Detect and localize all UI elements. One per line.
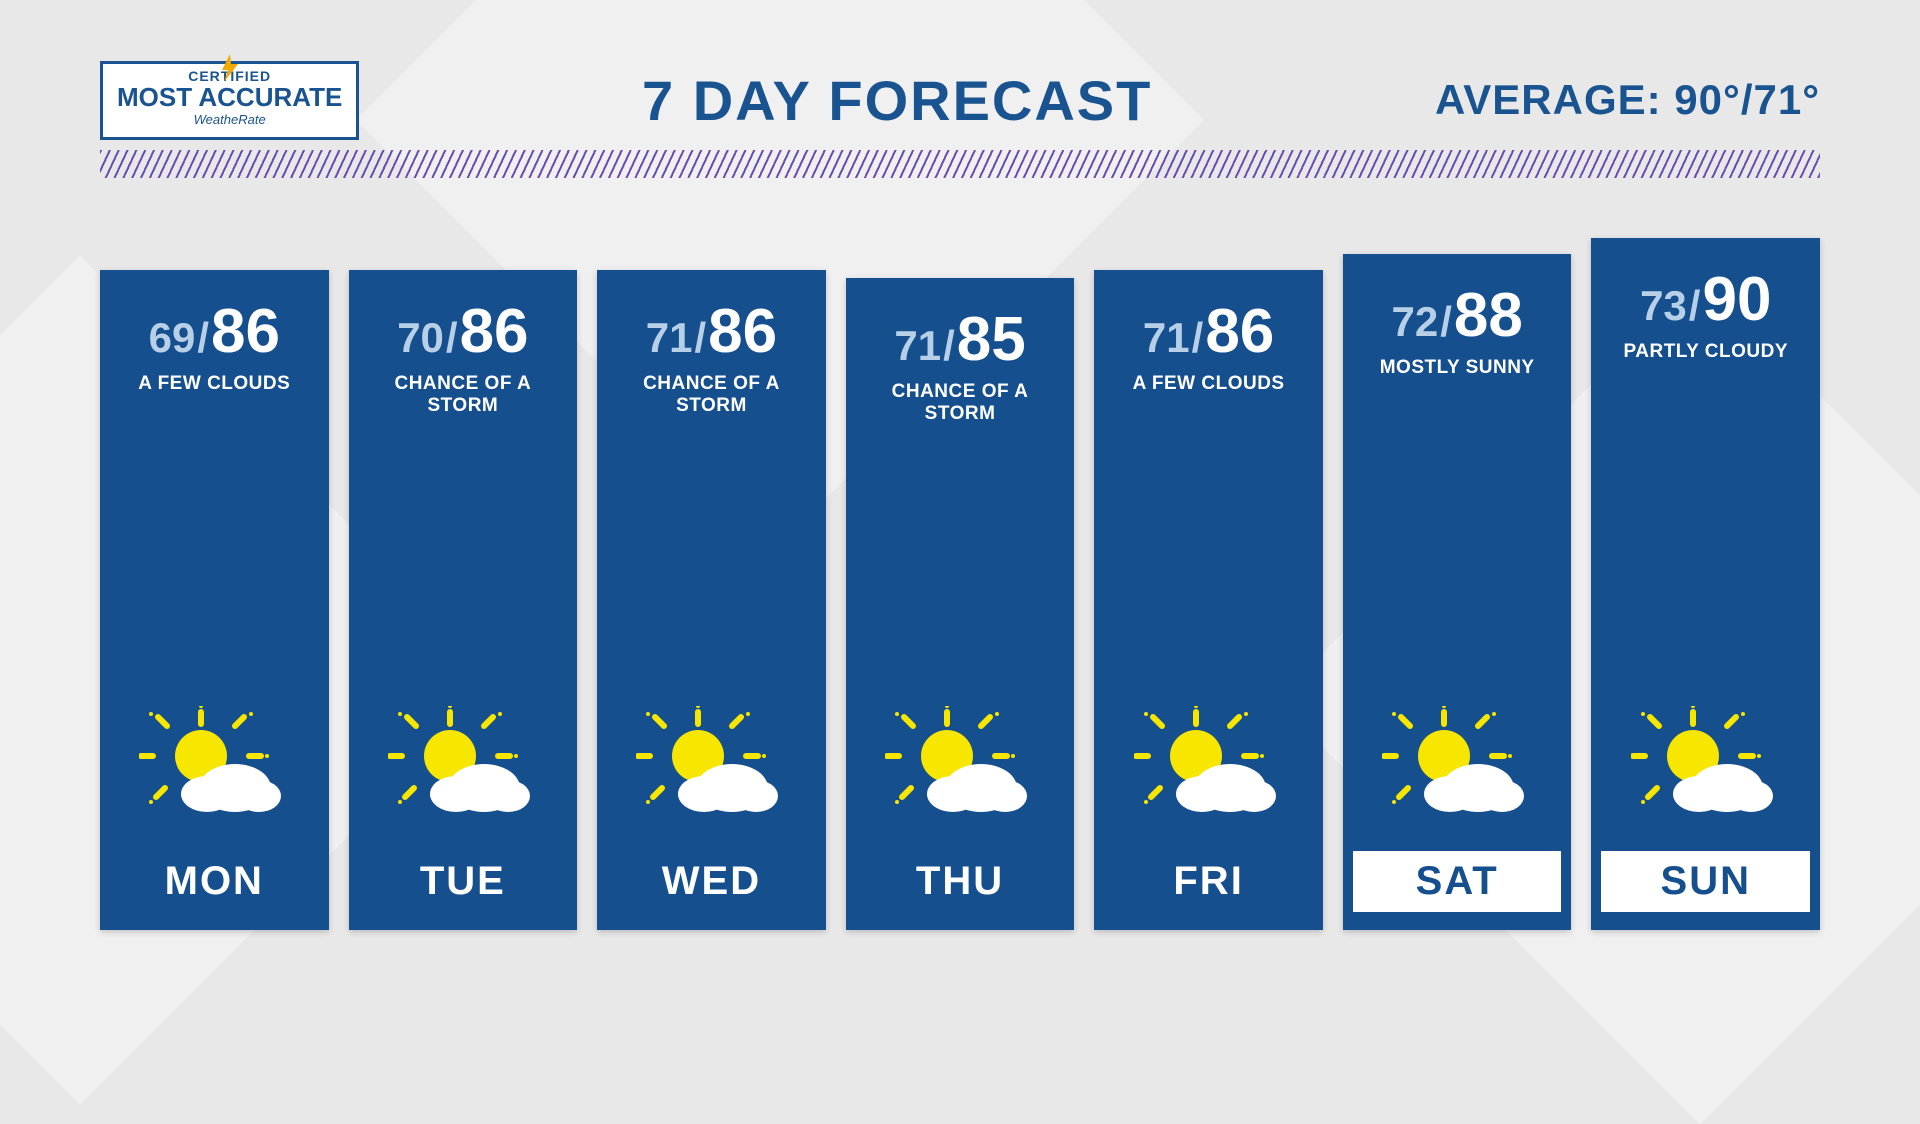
- weather-icon: [636, 706, 786, 831]
- forecast-card: 70 / 86 CHANCE OF A STORM TUE: [349, 270, 578, 930]
- low-temp: 73: [1640, 282, 1687, 330]
- day-label: SUN: [1601, 851, 1810, 912]
- weather-icon: [388, 706, 538, 831]
- temp-pair: 73 / 90: [1640, 264, 1771, 335]
- header-divider-hatch: [100, 150, 1820, 178]
- partly-cloudy-icon: [388, 706, 538, 826]
- condition-label: PARTLY CLOUDY: [1624, 341, 1789, 363]
- day-label: WED: [607, 851, 816, 912]
- day-label: THU: [856, 851, 1065, 912]
- average-high: 90°: [1674, 76, 1741, 123]
- partly-cloudy-icon: [885, 706, 1035, 826]
- forecast-card: 69 / 86 A FEW CLOUDS MON: [100, 270, 329, 930]
- low-temp: 71: [1143, 314, 1190, 362]
- low-temp: 71: [894, 322, 941, 370]
- high-temp: 86: [460, 296, 529, 367]
- condition-label: A FEW CLOUDS: [138, 373, 290, 395]
- forecast-card: 73 / 90 PARTLY CLOUDY SUN: [1591, 238, 1820, 930]
- temp-slash: /: [1440, 298, 1452, 346]
- partly-cloudy-icon: [1134, 706, 1284, 826]
- day-label: FRI: [1104, 851, 1313, 912]
- weather-icon: [139, 706, 289, 831]
- day-label: SAT: [1353, 851, 1562, 912]
- temp-pair: 71 / 86: [1143, 296, 1274, 367]
- header: CERTIFIED MOST ACCURATE WeatheRate 7 DAY…: [100, 60, 1820, 140]
- condition-label: MOSTLY SUNNY: [1380, 357, 1535, 379]
- partly-cloudy-icon: [636, 706, 786, 826]
- temp-pair: 72 / 88: [1392, 280, 1523, 351]
- low-temp: 72: [1392, 298, 1439, 346]
- temp-pair: 71 / 86: [646, 296, 777, 367]
- temp-slash: /: [446, 314, 458, 362]
- forecast-title: 7 DAY FORECAST: [359, 68, 1435, 133]
- temp-pair: 69 / 86: [149, 296, 280, 367]
- forecast-card-row: 69 / 86 A FEW CLOUDS MON: [100, 238, 1820, 930]
- accuracy-badge: CERTIFIED MOST ACCURATE WeatheRate: [100, 61, 359, 140]
- forecast-card: 71 / 86 A FEW CLOUDS FRI: [1094, 270, 1323, 930]
- partly-cloudy-icon: [139, 706, 289, 826]
- day-label: MON: [110, 851, 319, 912]
- temp-slash: /: [943, 322, 955, 370]
- condition-label: A FEW CLOUDS: [1133, 373, 1285, 395]
- badge-subbrand-label: WeatheRate: [117, 112, 342, 127]
- average-label: AVERAGE:: [1435, 76, 1662, 123]
- high-temp: 86: [1205, 296, 1274, 367]
- high-temp: 90: [1702, 264, 1771, 335]
- badge-main-label: MOST ACCURATE: [117, 84, 342, 110]
- low-temp: 69: [149, 314, 196, 362]
- weather-icon: [1382, 706, 1532, 831]
- temp-slash: /: [197, 314, 209, 362]
- high-temp: 86: [211, 296, 280, 367]
- average-low: 71°: [1753, 76, 1820, 123]
- temp-slash: /: [1689, 282, 1701, 330]
- weather-icon: [1631, 706, 1781, 831]
- low-temp: 71: [646, 314, 693, 362]
- high-temp: 88: [1454, 280, 1523, 351]
- partly-cloudy-icon: [1631, 706, 1781, 826]
- condition-label: CHANCE OF A STORM: [607, 373, 816, 417]
- partly-cloudy-icon: [1382, 706, 1532, 826]
- condition-label: CHANCE OF A STORM: [856, 381, 1065, 425]
- forecast-card: 71 / 85 CHANCE OF A STORM THU: [846, 278, 1075, 930]
- weather-icon: [885, 706, 1035, 831]
- average-temps: AVERAGE: 90°/71°: [1435, 76, 1820, 124]
- lightning-bolt-icon: [216, 54, 244, 82]
- forecast-card: 72 / 88 MOSTLY SUNNY SAT: [1343, 254, 1572, 930]
- condition-label: CHANCE OF A STORM: [359, 373, 568, 417]
- forecast-card: 71 / 86 CHANCE OF A STORM WED: [597, 270, 826, 930]
- temp-slash: /: [694, 314, 706, 362]
- low-temp: 70: [397, 314, 444, 362]
- high-temp: 85: [957, 304, 1026, 375]
- temp-pair: 70 / 86: [397, 296, 528, 367]
- high-temp: 86: [708, 296, 777, 367]
- day-label: TUE: [359, 851, 568, 912]
- temp-pair: 71 / 85: [894, 304, 1025, 375]
- temp-slash: /: [1192, 314, 1204, 362]
- weather-icon: [1134, 706, 1284, 831]
